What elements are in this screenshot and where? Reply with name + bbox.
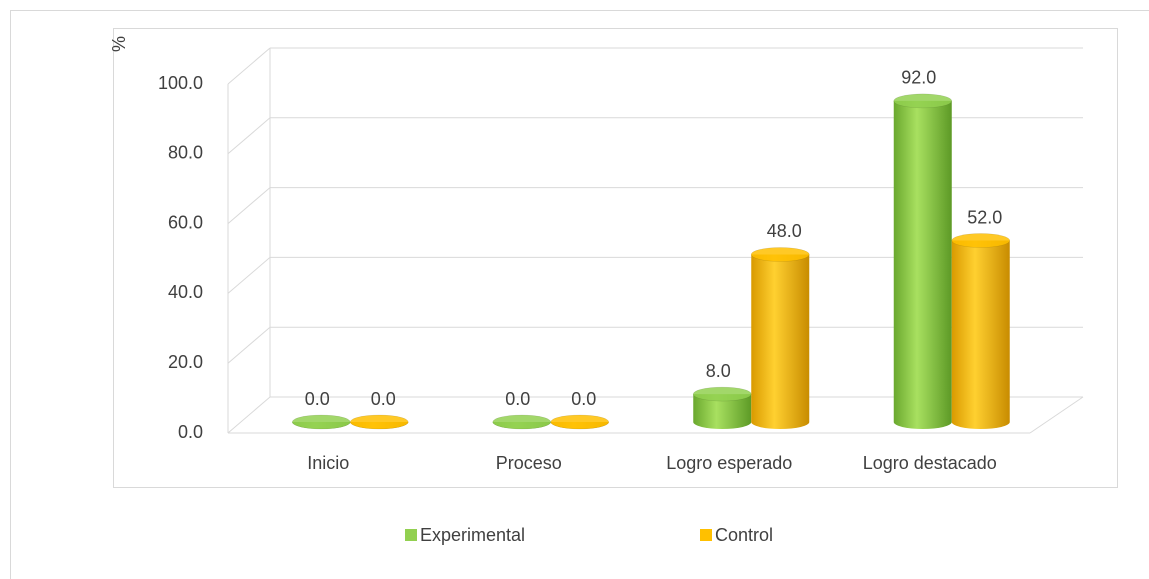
outer-frame [10, 10, 1149, 579]
value-label: 48.0 [767, 221, 802, 241]
value-label: 0.0 [305, 389, 330, 409]
cylinder [492, 414, 551, 430]
y-tick-label: 0.0 [178, 422, 203, 442]
cylinder-body [693, 394, 752, 430]
floor-right [1029, 396, 1084, 434]
cylinder-body [893, 100, 952, 430]
grid-depth [227, 396, 271, 434]
x-tick-label: Proceso [496, 453, 562, 473]
cylinder [893, 93, 952, 430]
value-label: 92.0 [901, 68, 936, 88]
legend-swatch [700, 529, 712, 541]
cylinder-top [350, 414, 409, 430]
cylinder-top [751, 247, 810, 262]
cylinder-body [951, 240, 1010, 430]
value-label: 0.0 [505, 389, 530, 409]
y-tick-label: 20.0 [168, 352, 203, 372]
cylinder [951, 233, 1010, 430]
grid-depth [227, 117, 271, 155]
cylinder [350, 414, 409, 430]
grid-depth [227, 187, 271, 224]
value-label: 52.0 [967, 207, 1002, 227]
x-tick-label: Inicio [307, 453, 349, 473]
legend-swatch [405, 529, 417, 541]
y-axis-label: % [109, 36, 129, 52]
cylinder [292, 414, 351, 430]
y-tick-label: 100.0 [158, 73, 203, 93]
cylinder-top [893, 93, 952, 109]
value-label: 8.0 [706, 361, 731, 381]
legend-label: Experimental [420, 525, 525, 545]
cylinder [550, 414, 609, 430]
cylinder-top [951, 233, 1010, 248]
grid-depth [227, 257, 271, 294]
cylinder-top [492, 414, 551, 430]
cylinder-top [292, 414, 351, 430]
cylinder-top [550, 414, 609, 430]
value-label: 0.0 [571, 389, 596, 409]
x-tick-label: Logro destacado [863, 453, 997, 473]
cylinder-body [751, 254, 810, 430]
x-tick-label: Logro esperado [666, 453, 792, 473]
y-tick-label: 60.0 [168, 212, 203, 232]
plot-frame [113, 28, 1118, 488]
cylinder [751, 247, 810, 430]
cylinder-top [693, 386, 752, 402]
y-tick-label: 80.0 [168, 143, 203, 163]
cylinder [693, 386, 752, 430]
grid-depth [227, 326, 271, 364]
y-tick-label: 40.0 [168, 282, 203, 302]
grid-depth [227, 47, 271, 85]
value-label: 0.0 [371, 389, 396, 409]
legend-label: Control [715, 525, 773, 545]
